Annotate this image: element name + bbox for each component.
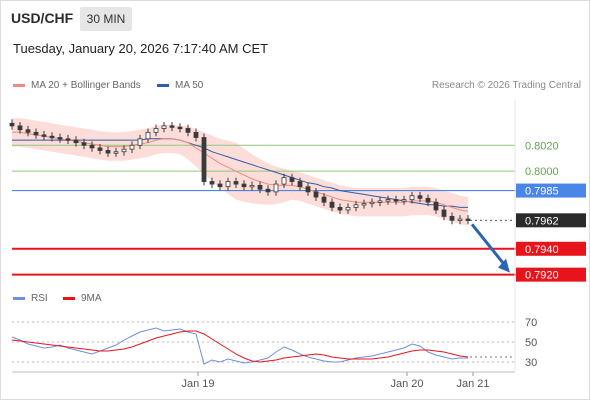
rsi-tick-70: 70 (525, 317, 537, 329)
candle-body (137, 138, 143, 146)
candle-body (281, 177, 287, 185)
legend-rsi-ma: 9MA (63, 293, 102, 304)
candle-body (233, 181, 239, 185)
legend-bollinger: MA 20 + Bollinger Bands (13, 80, 141, 91)
candle-body (17, 125, 23, 131)
rsi-swatch-icon (13, 296, 25, 300)
candle-body (441, 209, 447, 217)
candle-body (177, 126, 183, 130)
x-tick-label: Jan 21 (456, 378, 489, 390)
candle-body (225, 181, 231, 188)
candle-body (121, 148, 127, 153)
legend-ma50-label: MA 50 (175, 80, 204, 91)
candle-body (337, 206, 343, 211)
candle-body (201, 137, 207, 182)
candle-body (465, 218, 471, 221)
level-label-0.8020: 0.8020 (525, 140, 559, 152)
forecast-arrow-head (498, 258, 510, 273)
candle-body (49, 135, 55, 139)
candle-body (289, 177, 295, 182)
forecast-arrow-shaft (470, 223, 508, 268)
candle-body (169, 125, 175, 128)
candle-body (57, 137, 63, 140)
x-tick-label: Jan 19 (181, 378, 214, 390)
candle-body (241, 183, 247, 188)
candle-body (9, 122, 15, 127)
candle-body (393, 199, 399, 202)
bollinger-band-area (12, 118, 468, 226)
candle-body (345, 206, 351, 211)
candle-body (385, 199, 391, 202)
legend-rsi-ma-label: 9MA (81, 293, 102, 304)
candle-body (89, 144, 95, 149)
ma50-swatch-icon (157, 83, 169, 87)
rsi-line (11, 327, 468, 365)
candle-body (353, 204, 359, 208)
candle-body (105, 150, 111, 154)
legend-ma50: MA 50 (157, 80, 203, 91)
candle-body (129, 144, 135, 150)
candle-body (209, 181, 215, 185)
legend-rsi: RSI (13, 293, 48, 304)
credit-text: Research © 2026 Trading Central (431, 80, 581, 91)
datetime-label: Tuesday, January 20, 2026 7:17:40 AM CET (13, 41, 269, 56)
candle-body (433, 201, 439, 211)
candle-body (25, 129, 31, 133)
legend-bollinger-label: MA 20 + Bollinger Bands (31, 80, 141, 91)
rsi-ma-line (11, 330, 469, 363)
candle-body (401, 199, 407, 202)
candle-body (193, 131, 199, 138)
rsi-tick-50: 50 (525, 337, 537, 349)
candle-body (377, 200, 383, 203)
ma20-line (12, 131, 469, 212)
candle-body (305, 186, 311, 193)
rsi-ma-swatch-icon (63, 296, 75, 300)
candle-body (313, 191, 319, 198)
candle-body (265, 188, 271, 193)
candle-body (257, 184, 263, 190)
x-tick-label: Jan 20 (390, 378, 423, 390)
timeframe-button[interactable]: 30 MIN (80, 7, 132, 31)
candle-body (97, 147, 103, 151)
candle-body (449, 216, 455, 221)
candle-body (409, 195, 415, 201)
candle-body (41, 134, 47, 137)
candle-body (113, 151, 119, 154)
candle-body (425, 197, 431, 203)
legend-rsi-label: RSI (31, 293, 48, 304)
candle-body (297, 181, 303, 188)
candle-body (185, 128, 191, 133)
level-label-bg-0.7920 (516, 267, 586, 282)
level-label-0.7920: 0.7920 (525, 270, 559, 282)
candle-body (65, 138, 71, 141)
level-label-0.8000: 0.8000 (525, 166, 559, 178)
candle-body (81, 142, 87, 146)
candle-body (369, 201, 375, 205)
symbol-title: USD/CHF (11, 10, 74, 26)
rsi-tick-30: 30 (525, 357, 537, 369)
ma50-line (12, 138, 468, 208)
candle-body (329, 201, 335, 208)
level-label-bg-0.7962 (516, 213, 586, 228)
level-label-0.7985: 0.7985 (525, 186, 559, 198)
level-label-0.7962: 0.7962 (525, 215, 559, 227)
candle-body (161, 125, 167, 129)
candle-body (73, 139, 79, 144)
candle-body (249, 184, 255, 188)
level-label-bg-0.7985 (516, 183, 586, 198)
candle-body (273, 183, 279, 193)
candle-body (145, 131, 151, 140)
candle-body (33, 131, 39, 136)
candle-body (217, 183, 223, 188)
level-label-bg-0.7940 (516, 241, 586, 256)
candle-body (417, 195, 423, 199)
candle-body (457, 218, 463, 221)
candle-body (361, 203, 367, 206)
bollinger-swatch-icon (13, 83, 25, 87)
level-label-0.7940: 0.7940 (525, 244, 559, 256)
candle-body (321, 196, 327, 203)
candle-body (153, 128, 159, 133)
